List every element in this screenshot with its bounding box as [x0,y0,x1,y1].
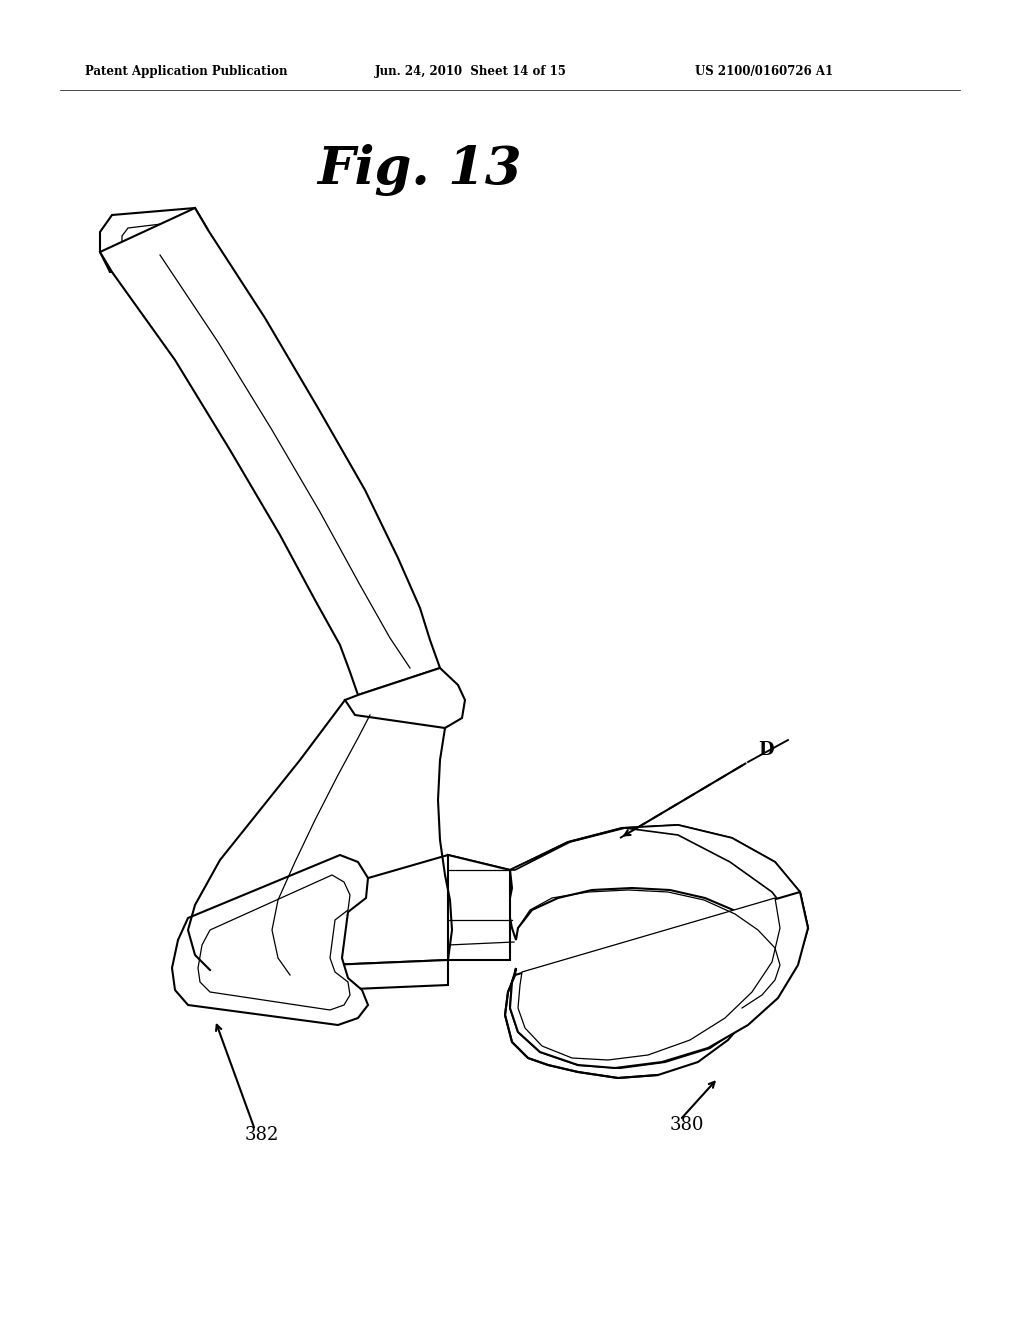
Polygon shape [345,668,465,729]
Polygon shape [210,960,449,995]
Polygon shape [100,209,208,272]
Polygon shape [508,825,808,940]
Polygon shape [133,232,160,253]
Text: Fig. 13: Fig. 13 [317,144,522,195]
Polygon shape [188,855,518,970]
Text: 380: 380 [670,1115,705,1134]
Text: Jun. 24, 2010  Sheet 14 of 15: Jun. 24, 2010 Sheet 14 of 15 [375,66,567,78]
Polygon shape [510,892,808,1068]
Polygon shape [449,855,510,960]
Polygon shape [198,875,350,1010]
Polygon shape [505,928,808,1078]
Polygon shape [518,898,780,1060]
Text: US 2100/0160726 A1: US 2100/0160726 A1 [695,66,834,78]
Text: D: D [758,741,773,759]
Text: Patent Application Publication: Patent Application Publication [85,66,288,78]
Polygon shape [122,222,183,261]
Polygon shape [172,855,368,1026]
Polygon shape [100,209,440,696]
Text: 382: 382 [245,1126,280,1144]
Polygon shape [510,825,808,928]
